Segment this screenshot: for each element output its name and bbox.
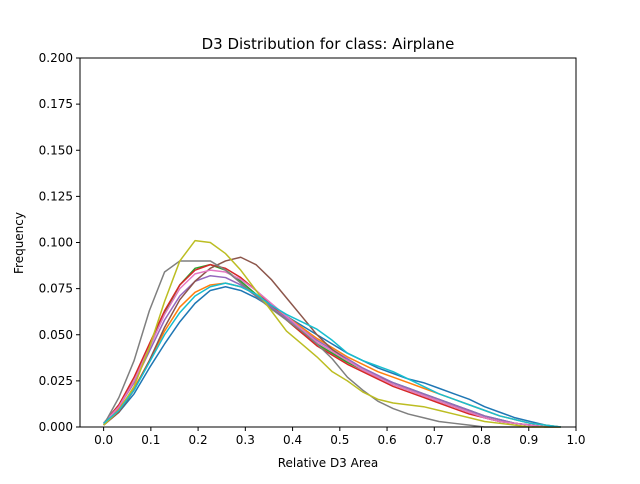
x-tick-label: 0.8: [472, 433, 491, 447]
y-tick-label: 0.075: [39, 282, 73, 296]
series-lines: [102, 239, 561, 428]
x-tick-label: 0.9: [519, 433, 538, 447]
x-tick-label: 0.5: [330, 433, 349, 447]
y-tick-label: 0.000: [39, 420, 73, 434]
y-axis: 0.000 0.025 0.050 0.075 0.100 0.125 0.150 0.175…: [39, 51, 80, 434]
x-tick-label: 0.1: [141, 433, 160, 447]
x-tick-label: 0.4: [283, 433, 302, 447]
x-tick-label: 0.2: [189, 433, 208, 447]
series-line-7: [103, 269, 561, 428]
y-tick-label: 0.200: [39, 51, 73, 65]
y-tick-label: 0.100: [39, 236, 73, 250]
y-tick-label: 0.175: [39, 97, 73, 111]
series-line-9: [103, 239, 561, 428]
y-tick-label: 0.150: [39, 143, 73, 157]
chart-title: D3 Distribution for class: Airplane: [202, 35, 455, 53]
x-tick-label: 0.0: [94, 433, 113, 447]
x-axis: 0.0 0.1 0.2 0.3 0.4 0.5 0.6 0.7 0.8 0.9 1.0: [94, 427, 586, 447]
y-tick-label: 0.025: [39, 374, 73, 388]
y-tick-label: 0.050: [39, 328, 73, 342]
y-tick-label: 0.125: [39, 189, 73, 203]
x-axis-label: Relative D3 Area: [278, 456, 379, 470]
x-tick-label: 0.3: [236, 433, 255, 447]
x-tick-label: 1.0: [566, 433, 585, 447]
series-line-1: [103, 286, 561, 428]
y-axis-label: Frequency: [12, 212, 26, 274]
series-line-10: [103, 282, 561, 428]
x-tick-label: 0.7: [425, 433, 444, 447]
x-tick-label: 0.6: [378, 433, 397, 447]
